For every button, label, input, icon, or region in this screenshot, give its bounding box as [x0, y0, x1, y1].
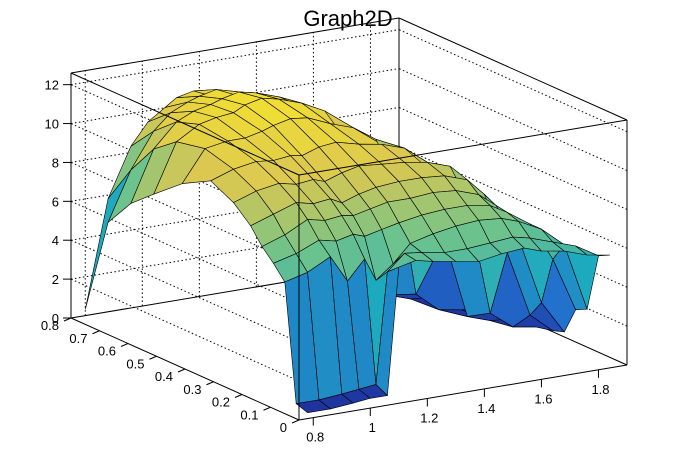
- y-axis-tick-label: 0.6: [98, 344, 116, 359]
- z-axis-tick-label: 2: [52, 272, 59, 287]
- box-edge: [398, 17, 628, 121]
- y-axis-tick-label: 0.4: [155, 369, 173, 384]
- gridline-z: [398, 68, 628, 172]
- gridline-z: [70, 161, 300, 265]
- y-axis-tick: [149, 355, 157, 360]
- y-axis-tick: [120, 343, 129, 347]
- y-axis-tick: [263, 406, 271, 411]
- y-axis-tick-label: 0.3: [183, 382, 201, 397]
- y-axis-tick-label: 0.2: [212, 395, 230, 410]
- z-axis-tick-label: 6: [52, 194, 59, 209]
- box-edge: [298, 119, 628, 176]
- surface-cell: [575, 245, 610, 257]
- y-axis-tick-label: 0: [280, 420, 287, 435]
- gridline-z: [70, 239, 300, 343]
- x-axis-tick-label: 1.6: [534, 391, 552, 406]
- y-axis-tick-label: 0.5: [126, 356, 144, 371]
- box-edge: [70, 72, 300, 176]
- y-axis-tick: [63, 317, 72, 322]
- y-axis-tick: [291, 419, 300, 424]
- box-edge: [298, 364, 628, 421]
- y-axis-tick-label: 0.1: [240, 407, 258, 422]
- surface-mesh: [85, 89, 610, 414]
- z-axis-tick-label: 12: [45, 78, 59, 93]
- gridline-z: [398, 106, 628, 210]
- z-axis-tick-label: 10: [45, 117, 59, 132]
- axes: 0 2 4 6 8 10 12 0 0.1 0.2 0.3 0.4 0.5 0.6 0.7 0.8 0.8 1 1.…: [41, 73, 610, 445]
- y-axis-tick: [234, 394, 243, 398]
- x-axis-tick-label: 1.4: [477, 401, 495, 416]
- gridline-z: [70, 29, 400, 86]
- gridline-z: [398, 29, 628, 133]
- z-axis-tick-label: 4: [52, 233, 59, 248]
- x-axis-tick-label: 1: [369, 420, 376, 435]
- y-axis-tick: [92, 330, 100, 335]
- gridline-z: [70, 106, 400, 163]
- gridline-z: [70, 68, 400, 125]
- y-axis-tick-label: 0.7: [69, 331, 87, 346]
- y-axis-tick-label: 0.8: [41, 318, 59, 333]
- y-axis-tick: [206, 381, 214, 386]
- gridline-z: [398, 145, 628, 249]
- y-axis-tick: [177, 368, 186, 373]
- chart-title: Graph2D: [303, 6, 392, 31]
- x-axis-tick-label: 0.8: [306, 430, 324, 445]
- gridline-z: [70, 278, 300, 382]
- z-axis-tick-label: 0: [52, 311, 59, 326]
- box-edge: [70, 17, 400, 74]
- x-axis-tick-label: 1.2: [420, 410, 438, 425]
- x-axis-tick-label: 1.8: [591, 382, 609, 397]
- z-axis-tick-label: 8: [52, 155, 59, 170]
